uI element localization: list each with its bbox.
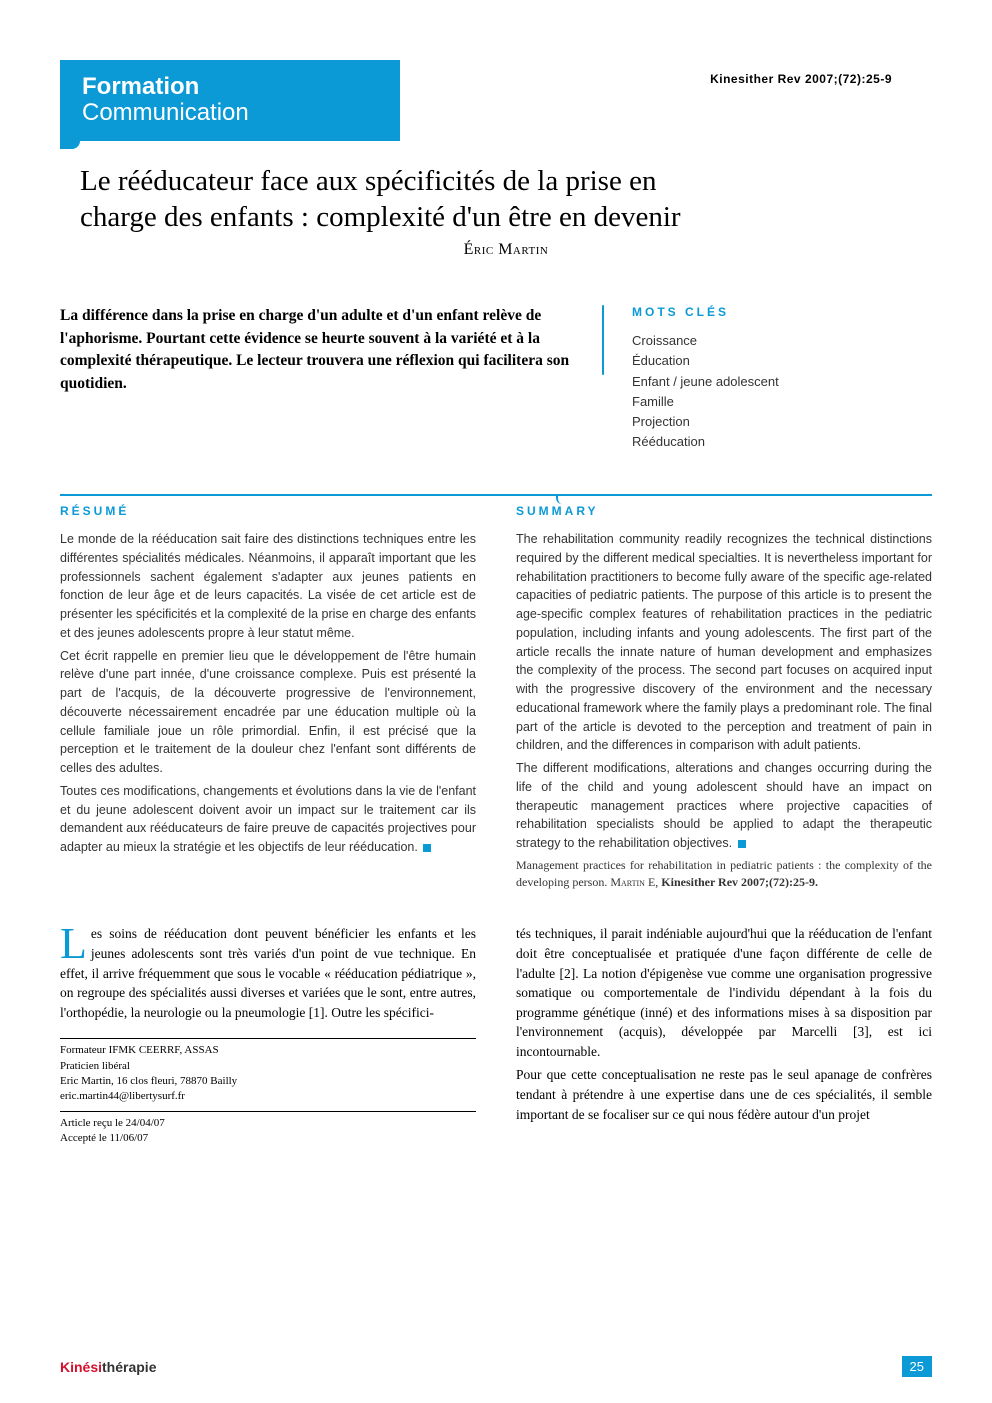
keyword-item: Enfant / jeune adolescent: [632, 372, 932, 392]
keywords-heading: MOTS CLÉS: [632, 305, 932, 319]
keyword-item: Famille: [632, 392, 932, 412]
body-right-p1: tés techniques, il parait indéniable auj…: [516, 924, 932, 1061]
citation-ref: Kinesither Rev 2007;(72):25-9: [710, 72, 892, 86]
summary-reference: Management practices for rehabilitation …: [516, 857, 932, 891]
summary-heading: SUMMARY: [516, 504, 607, 518]
lead-row: La différence dans la prise en charge d'…: [60, 305, 932, 452]
affil-line: Eric Martin, 16 clos fleuri, 78870 Baill…: [60, 1074, 476, 1089]
body-left-text: Les soins de rééducation dont peuvent bé…: [60, 924, 476, 1022]
resume-column: RÉSUMÉ Le monde de la rééducation sait f…: [60, 502, 476, 890]
affil-line: Praticien libéral: [60, 1059, 476, 1074]
resume-text: Le monde de la rééducation sait faire de…: [60, 530, 476, 857]
keywords-block: MOTS CLÉS Croissance Éducation Enfant / …: [632, 305, 932, 452]
summary-column: SUMMARY The rehabilitation community rea…: [516, 502, 932, 890]
section-header: Formation Communication: [60, 60, 400, 141]
affil-line: Formateur IFMK CEERRF, ASSAS: [60, 1043, 476, 1058]
resume-p2: Cet écrit rappelle en premier lieu que l…: [60, 647, 476, 778]
section-light: Communication: [82, 100, 378, 126]
title-line-2: charge des enfants : complexité d'un êtr…: [80, 199, 932, 235]
dropcap: L: [60, 924, 91, 962]
summary-text: The rehabilitation community readily rec…: [516, 530, 932, 890]
article-title: Le rééducateur face aux spécificités de …: [80, 163, 932, 260]
journal-logo: Kinésithérapie: [60, 1359, 156, 1375]
date-received: Article reçu le 24/04/07: [60, 1116, 476, 1131]
end-marker-icon: [738, 840, 746, 848]
summary-p2: The different modifications, alterations…: [516, 759, 932, 853]
page-footer: Kinésithérapie 25: [60, 1356, 932, 1377]
date-accepted: Accepté le 11/06/07: [60, 1131, 476, 1146]
body-right-text: tés techniques, il parait indéniable auj…: [516, 924, 932, 1124]
body-col-right: tés techniques, il parait indéniable auj…: [516, 924, 932, 1146]
body-right-p2: Pour que cette conceptualisation ne rest…: [516, 1065, 932, 1124]
resume-heading: RÉSUMÉ: [60, 504, 137, 518]
abstracts-row: RÉSUMÉ Le monde de la rééducation sait f…: [60, 494, 932, 890]
article-dates: Article reçu le 24/04/07 Accepté le 11/0…: [60, 1111, 476, 1147]
keyword-item: Éducation: [632, 351, 932, 371]
body-columns: Les soins de rééducation dont peuvent bé…: [60, 924, 932, 1146]
resume-p1: Le monde de la rééducation sait faire de…: [60, 530, 476, 643]
keyword-item: Rééducation: [632, 432, 932, 452]
resume-p3: Toutes ces modifications, changements et…: [60, 782, 476, 857]
section-bold: Formation: [82, 74, 378, 100]
affil-email: eric.martin44@libertysurf.fr: [60, 1089, 476, 1104]
end-marker-icon: [423, 844, 431, 852]
author-affiliation: Formateur IFMK CEERRF, ASSAS Praticien l…: [60, 1038, 476, 1105]
author-name: Éric Martin: [80, 241, 932, 259]
title-line-1: Le rééducateur face aux spécificités de …: [80, 163, 932, 199]
page-number: 25: [902, 1356, 932, 1377]
keyword-item: Projection: [632, 412, 932, 432]
summary-p1: The rehabilitation community readily rec…: [516, 530, 932, 755]
body-col-left: Les soins de rééducation dont peuvent bé…: [60, 924, 476, 1146]
keyword-item: Croissance: [632, 331, 932, 351]
lead-paragraph: La différence dans la prise en charge d'…: [60, 305, 602, 452]
